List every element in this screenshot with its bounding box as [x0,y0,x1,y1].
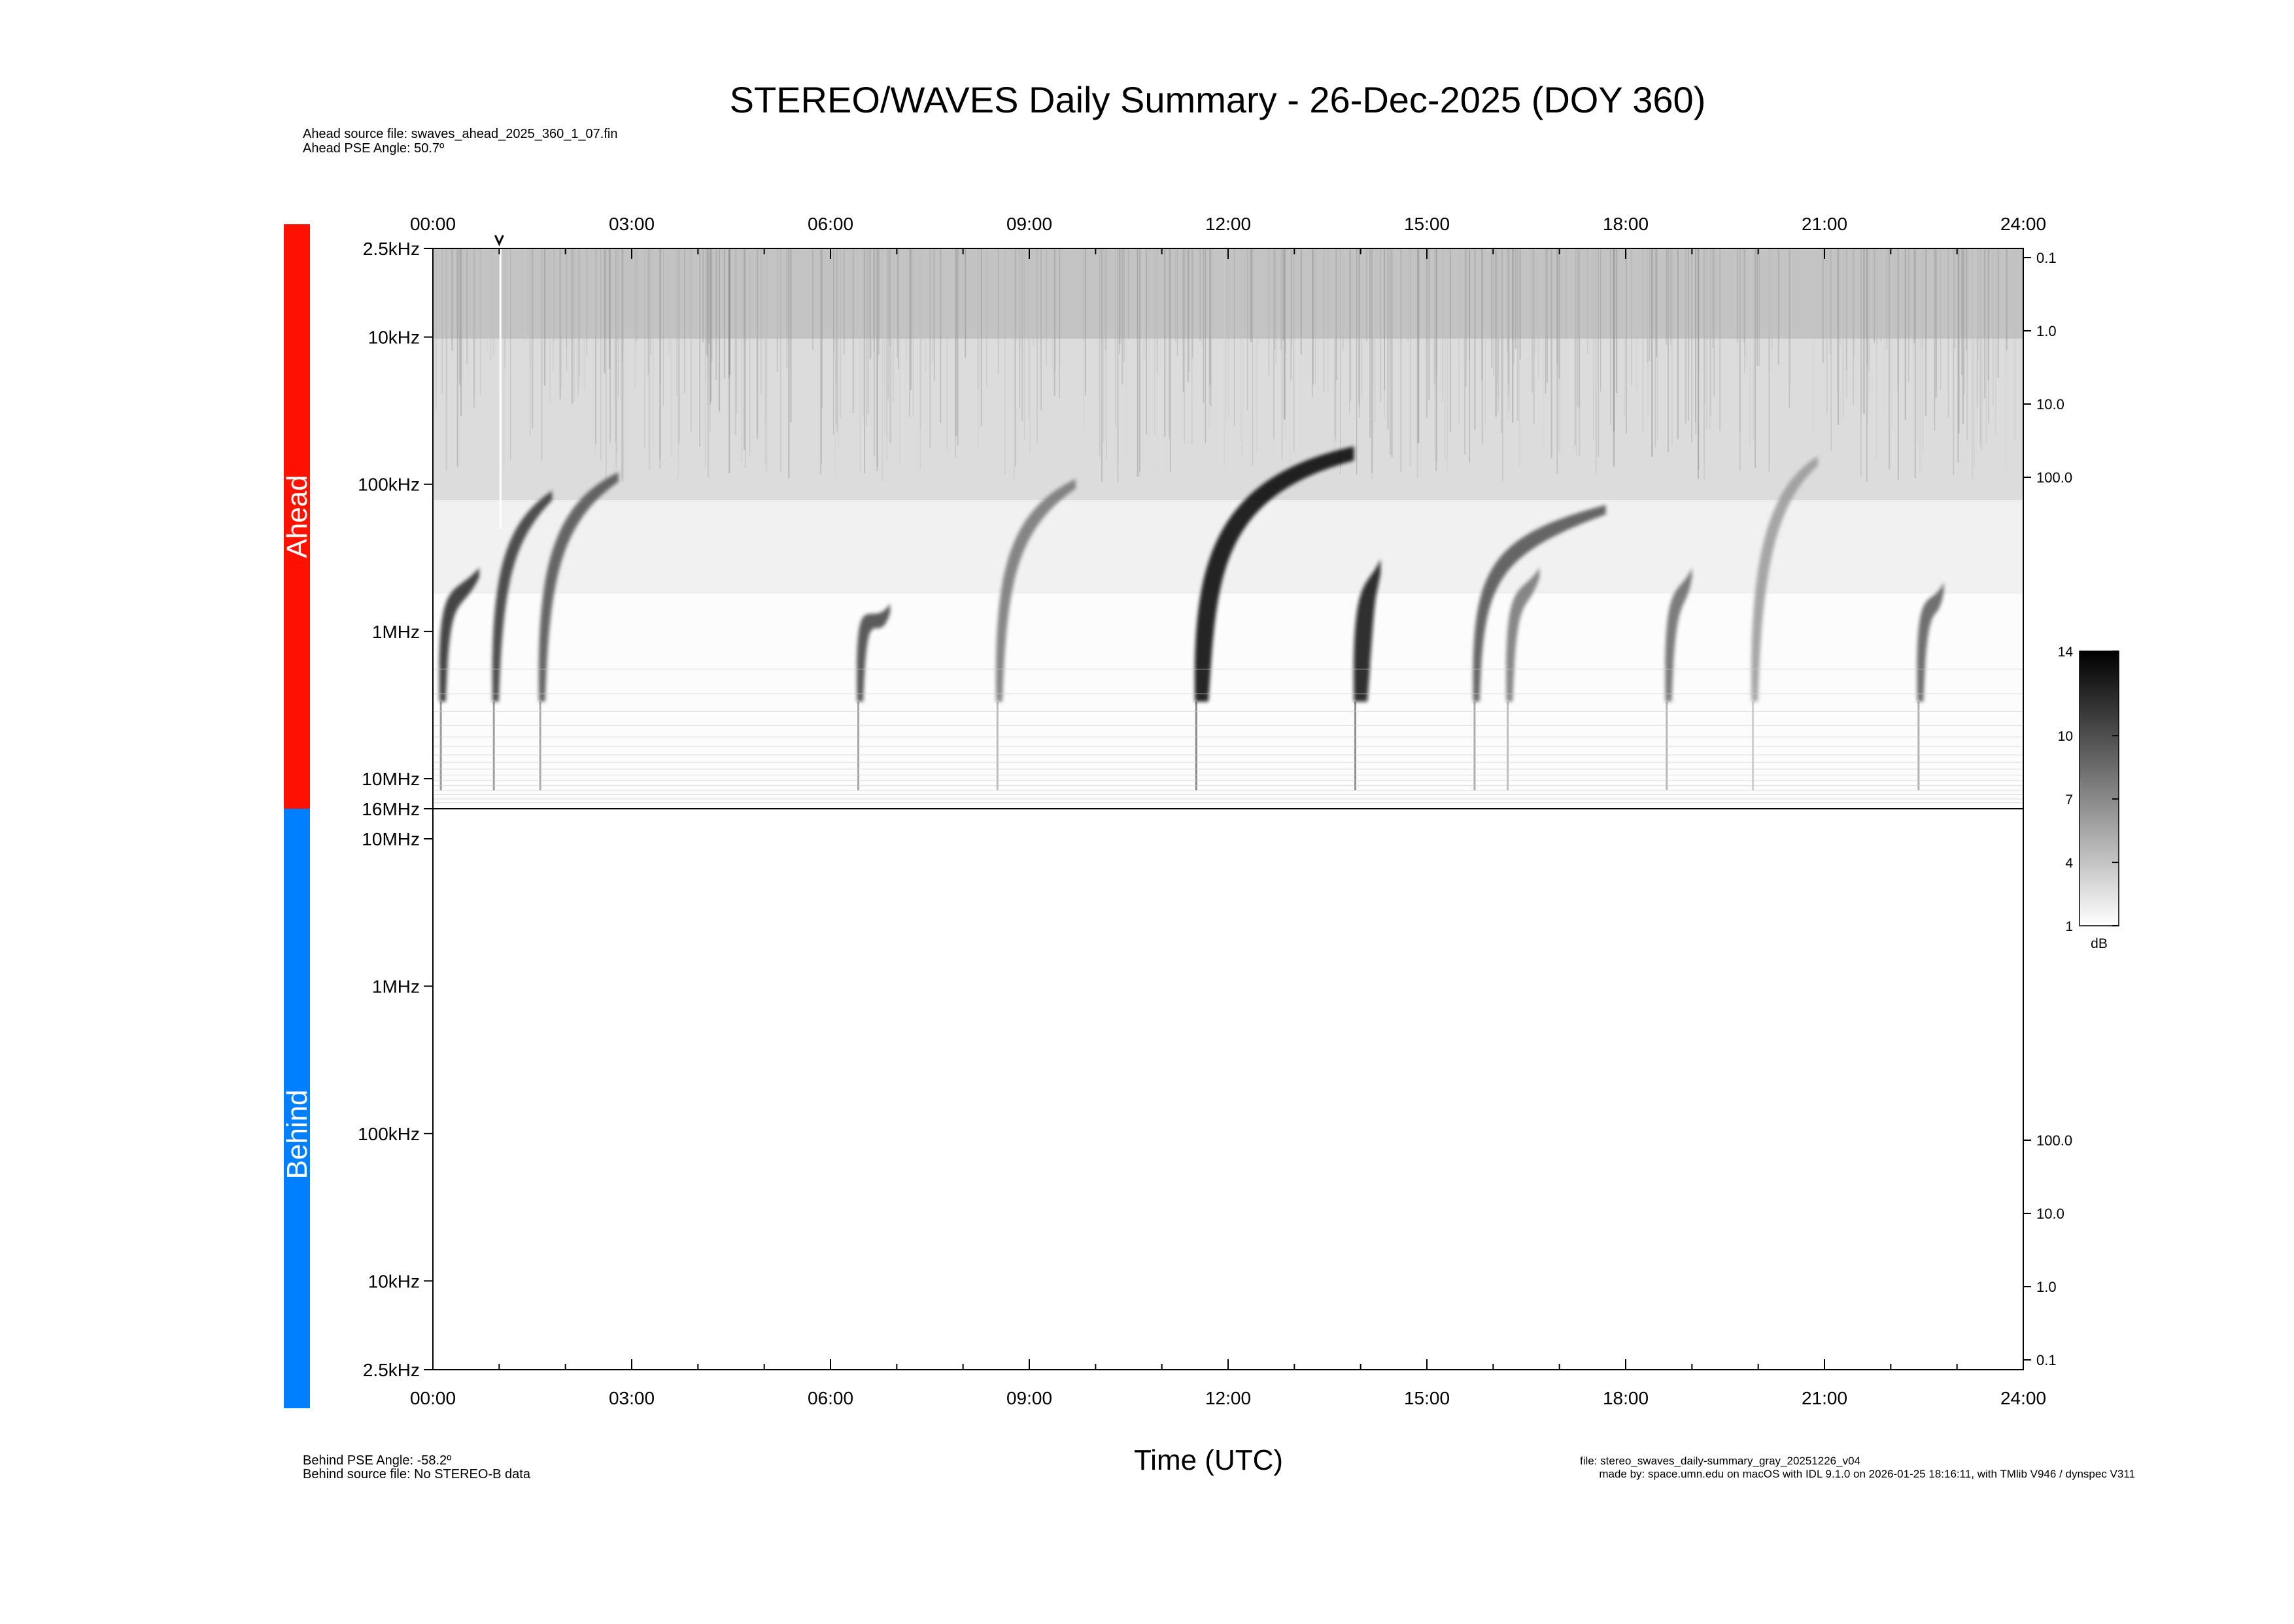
colorbar [2079,651,2119,926]
ahead-spectrogram [433,248,2023,809]
radio-burst [857,603,891,702]
ahead-y-tick-label: 2.5kHz [363,239,420,259]
behind-source-file: Behind source file: No STEREO-B data [303,1467,531,1481]
colorbar-tick-label: 14 [2058,645,2074,660]
ahead-y-tick-label: 100kHz [358,475,420,495]
ahead-right-tick-label: 1.0 [2036,323,2057,339]
output-file-name: file: stereo_swaves_daily-summary_gray_2… [1580,1455,1860,1467]
x-tick-label-bottom: 21:00 [1802,1388,1847,1408]
ahead-noise-streaks [433,248,2023,529]
ahead-right-tick-label: 100.0 [2036,469,2072,486]
x-tick-label-top: 03:00 [609,214,655,234]
behind-y-tick-label: 10kHz [368,1271,420,1291]
colorbar-unit: dB [2091,936,2108,951]
x-tick-label-top: 12:00 [1205,214,1251,234]
radio-burst [995,479,1076,702]
made-by-credit: made by: space.umn.edu on macOS with IDL… [1599,1468,2135,1480]
radio-burst [492,490,553,702]
chart-title: STEREO/WAVES Daily Summary - 26-Dec-2025… [730,79,1706,120]
radio-burst [1665,567,1692,702]
behind-pse-angle: Behind PSE Angle: -58.2º [303,1453,452,1468]
x-tick-label-bottom: 15:00 [1404,1388,1450,1408]
x-tick-label-bottom: 18:00 [1603,1388,1649,1408]
ahead-noise-band-low [433,248,2023,339]
x-tick-label-bottom: 24:00 [2000,1388,2046,1408]
behind-y-tick-label: 2.5kHz [363,1360,420,1380]
ahead-right-tick-label: 0.1 [2036,250,2057,266]
colorbar-tick-label: 1 [2065,919,2073,934]
x-tick-label-bottom: 12:00 [1205,1388,1251,1408]
ahead-y-tick-label: 1MHz [372,622,420,642]
colorbar-tick-label: 7 [2065,792,2073,807]
axes-group: 00:00 00:00 03:00 03:00 06:00 06:00 09:00 09:00… [358,214,2072,1408]
colorbar-tick-label: 4 [2065,856,2073,871]
behind-frame [432,808,2024,1370]
x-tick-label-top: 06:00 [808,214,853,234]
radio-burst [538,472,619,702]
ahead-band [284,224,310,809]
behind-label: Behind [281,1089,313,1179]
x-tick-label-bottom: 09:00 [1006,1388,1052,1408]
radio-burst [1473,505,1606,702]
x-tick-label-bottom: 06:00 [808,1388,853,1408]
x-tick-label-top: 00:00 [410,214,456,234]
time-marker-icon [494,235,504,246]
ahead-label: Ahead [281,475,313,558]
radio-burst [1917,582,1944,702]
ahead-right-tick-label: 10.0 [2036,396,2064,413]
radio-burst [1751,456,1818,702]
x-axis-label: Time (UTC) [1134,1444,1283,1476]
ahead-y-tick-label: 16MHz [362,799,420,819]
x-tick-label-bottom: 03:00 [609,1388,655,1408]
ahead-burst-group [439,446,1944,790]
behind-band [284,809,310,1408]
behind-y-tick-label: 100kHz [358,1124,420,1144]
ahead-rfi-lines [433,668,2023,804]
x-tick-label-top: 15:00 [1404,214,1450,234]
colorbar-ticks: 14 10 7 4 1 [2058,645,2119,934]
behind-right-tick-label: 1.0 [2036,1279,2057,1295]
x-tick-label-bottom: 00:00 [410,1388,456,1408]
behind-y-tick-label: 1MHz [372,976,420,996]
radio-burst [1354,559,1381,702]
x-tick-label-top: 18:00 [1603,214,1649,234]
radio-burst [439,567,479,702]
x-tick-label-top: 21:00 [1802,214,1847,234]
ahead-y-tick-label: 10kHz [368,328,420,348]
x-tick-label-top: 09:00 [1006,214,1052,234]
ahead-y-tick-label: 10MHz [362,769,420,789]
radio-burst [1506,567,1540,702]
x-tick-label-top: 24:00 [2000,214,2046,234]
behind-right-tick-label: 100.0 [2036,1132,2072,1149]
ahead-pse-angle: Ahead PSE Angle: 50.7º [303,141,445,156]
ahead-noise-band-mid [433,339,2023,502]
behind-right-tick-label: 0.1 [2036,1352,2057,1368]
behind-y-tick-label: 10MHz [362,829,420,849]
behind-right-tick-label: 10.0 [2036,1206,2064,1222]
ahead-source-file: Ahead source file: swaves_ahead_2025_360… [303,127,617,141]
colorbar-tick-label: 10 [2058,729,2073,744]
